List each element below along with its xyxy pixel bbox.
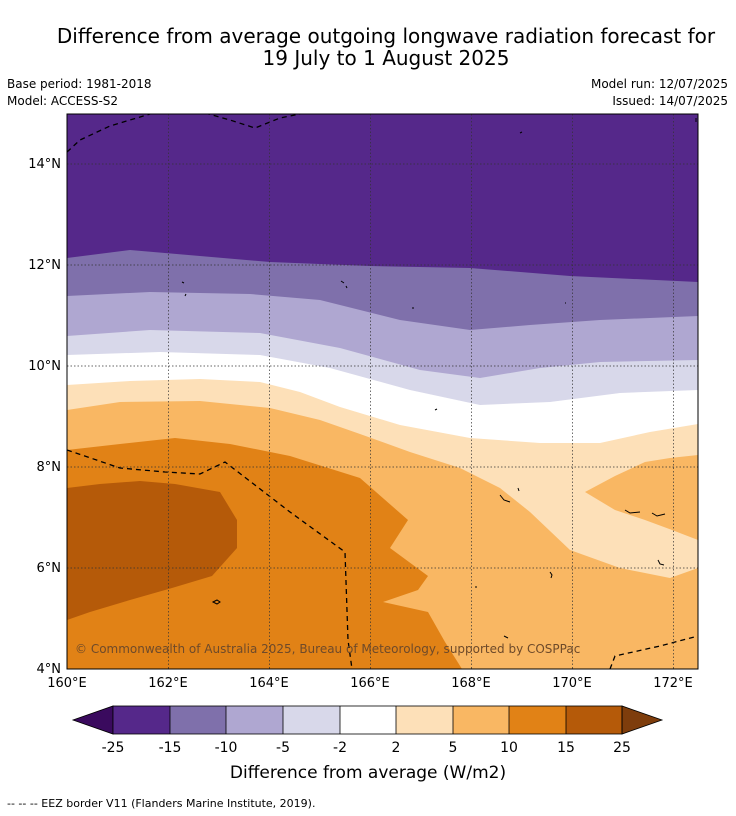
- lon-label-172e: 172°E: [653, 676, 693, 691]
- lat-label-6n: 6°N: [37, 561, 62, 576]
- colorbar-tick-1: -15: [159, 740, 182, 756]
- eez-legend-footer: -- -- -- EEZ border V11 (Flanders Marine…: [7, 797, 316, 810]
- colorbar-low-extension: [71, 705, 114, 735]
- eez-border: [67, 114, 698, 669]
- lon-label-168e: 168°E: [451, 676, 491, 691]
- lon-label-170e: 170°E: [552, 676, 592, 691]
- colorbar-swatch-1: [170, 706, 226, 734]
- model-name: Model: ACCESS-S2: [7, 94, 119, 108]
- colorbar-tick-7: 10: [500, 740, 518, 756]
- lat-label-12n: 12°N: [28, 258, 61, 273]
- colorbar-swatch-6: [453, 706, 509, 734]
- islands: [181, 118, 697, 639]
- colorbar-swatch-2: [226, 706, 283, 734]
- map-frame: [66, 113, 699, 670]
- eez-border-north: [67, 114, 301, 153]
- base-period: Base period: 1981-2018: [7, 77, 152, 91]
- longitude-labels: 160°E 162°E 164°E 166°E 168°E 170°E 172°…: [47, 676, 693, 691]
- lon-label-164e: 164°E: [249, 676, 289, 691]
- eez-border-central: [67, 449, 353, 669]
- gridlines: [67, 114, 698, 669]
- colorbar-swatch-8: [566, 706, 622, 734]
- colorbar-tick-0: -25: [102, 740, 125, 756]
- colorbar-tick-2: -10: [215, 740, 238, 756]
- eez-border-southeast: [609, 635, 698, 669]
- lat-label-8n: 8°N: [37, 460, 62, 475]
- colorbar-swatch-7: [509, 706, 566, 734]
- colorbar-ticks: -25 -15 -10 -5 -2 2 5 10 15 25: [102, 740, 631, 756]
- colorbar-swatch-4: [340, 706, 396, 734]
- lat-label-14n: 14°N: [28, 157, 61, 172]
- colorbar-frame: [112, 705, 623, 735]
- colorbar-tick-6: 5: [449, 740, 458, 756]
- title-line-1: Difference from average outgoing longwav…: [56, 24, 716, 48]
- lon-label-162e: 162°E: [148, 676, 188, 691]
- colorbar-high-extension: [621, 705, 664, 735]
- lon-label-160e: 160°E: [47, 676, 87, 691]
- copyright-notice: © Commonwealth of Australia 2025, Bureau…: [75, 642, 580, 656]
- colorbar-swatch-5: [396, 706, 453, 734]
- colorbar: [71, 705, 664, 735]
- colorbar-tick-5: 2: [392, 740, 401, 756]
- band-5-to-10-east-patch: [585, 455, 698, 540]
- colorbar-tick-9: 25: [613, 740, 631, 756]
- colorbar-tick-4: -2: [333, 740, 347, 756]
- lon-label-166e: 166°E: [350, 676, 390, 691]
- issued-date: Issued: 14/07/2025: [612, 94, 728, 108]
- band-15-to-25: [67, 481, 237, 620]
- colorbar-swatch-0: [113, 706, 170, 734]
- colorbar-tick-3: -5: [276, 740, 290, 756]
- contour-fill: [67, 114, 698, 669]
- lat-label-4n: 4°N: [37, 662, 62, 677]
- latitude-labels: 14°N 12°N 10°N 8°N 6°N 4°N: [28, 157, 61, 677]
- colorbar-tick-8: 15: [557, 740, 575, 756]
- lat-label-10n: 10°N: [28, 359, 61, 374]
- colorbar-swatch-3: [283, 706, 340, 734]
- model-run: Model run: 12/07/2025: [590, 77, 728, 91]
- colorbar-label: Difference from average (W/m2): [230, 763, 506, 783]
- title-line-2: 19 July to 1 August 2025: [262, 46, 510, 70]
